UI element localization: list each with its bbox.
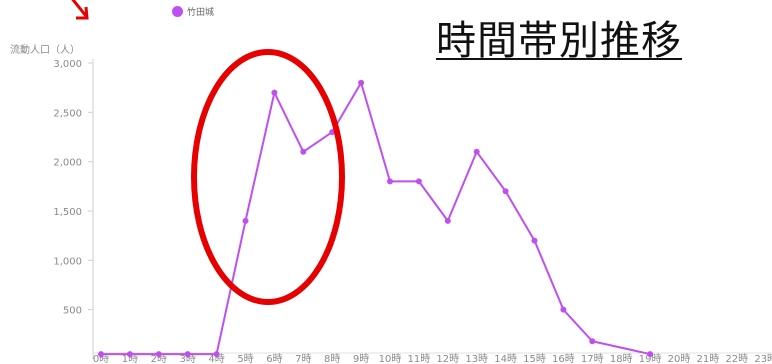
data-point [300, 148, 307, 155]
legend-label: 竹田城 [187, 8, 215, 18]
x-tick-label: 6時 [266, 353, 282, 364]
data-point [560, 306, 567, 313]
legend[interactable]: 竹田城 [172, 5, 214, 18]
x-tick-label: 7時 [295, 353, 311, 364]
y-axis-label: 流動人口（人） [10, 45, 80, 56]
x-tick-label: 19時 [639, 353, 662, 364]
annotation-layer [71, 0, 345, 305]
data-point [473, 148, 480, 155]
x-tick-label: 10時 [379, 353, 402, 364]
series-line-takeda-castle [101, 81, 651, 356]
x-tick-label: 9時 [353, 353, 369, 364]
data-point [242, 217, 249, 224]
x-tick-label: 22時 [725, 353, 748, 364]
data-point [531, 237, 538, 244]
data-point [502, 188, 509, 195]
data-point [126, 351, 133, 358]
x-tick-label: 5時 [237, 353, 253, 364]
x-axis: 0時 1時 2時 3時 4時 5時 6時 7時 8時 9時 10時 11時 12時 13時 14時 15時 16… [93, 352, 772, 364]
x-tick-label: 8時 [324, 353, 340, 364]
x-tick-label: 23時 [754, 353, 772, 364]
y-tick-label: 500 [63, 306, 82, 317]
legend-marker [172, 6, 183, 17]
x-tick-label: 13時 [465, 353, 488, 364]
y-tick-label: 2,000 [53, 158, 82, 169]
x-tick-label: 14時 [494, 353, 517, 364]
y-tick-label: 1,500 [53, 207, 82, 218]
x-tick-label: 18時 [610, 353, 633, 364]
data-point [647, 351, 654, 358]
x-tick-label: 2時 [151, 353, 167, 364]
data-point [387, 178, 393, 185]
data-point [358, 79, 365, 86]
x-tick-label: 17時 [581, 353, 604, 364]
chart-title: 時間帯別推移 [436, 18, 682, 64]
data-point [271, 89, 278, 96]
x-tick-label: 12時 [436, 353, 459, 364]
data-point [444, 217, 451, 224]
data-point [415, 178, 422, 185]
data-point [155, 351, 162, 358]
data-point [98, 351, 104, 358]
x-tick-label: 15時 [523, 353, 546, 364]
series-layer [98, 79, 654, 358]
x-tick-label: 20時 [668, 353, 691, 364]
data-point [589, 338, 596, 345]
x-tick-label: 0時 [93, 353, 109, 364]
y-tick-label: 3,000 [53, 59, 82, 70]
red-arrow-icon [71, 0, 88, 17]
y-tick-label: 2,500 [53, 108, 82, 119]
x-tick-label: 3時 [180, 353, 196, 364]
y-axis: 500 1,000 1,500 2,000 2,500 3,000 [53, 59, 94, 359]
highlight-ellipse [191, 49, 345, 305]
x-tick-label: 16時 [552, 353, 575, 364]
x-tick-label: 21時 [697, 353, 720, 364]
x-tick-label: 11時 [408, 353, 431, 364]
y-tick-label: 1,000 [53, 256, 82, 267]
x-tick-label: 1時 [122, 353, 138, 364]
data-point [184, 351, 191, 358]
data-point [213, 351, 220, 358]
red-arrow-head-icon [76, 6, 89, 20]
x-tick-label: 4時 [208, 353, 224, 364]
